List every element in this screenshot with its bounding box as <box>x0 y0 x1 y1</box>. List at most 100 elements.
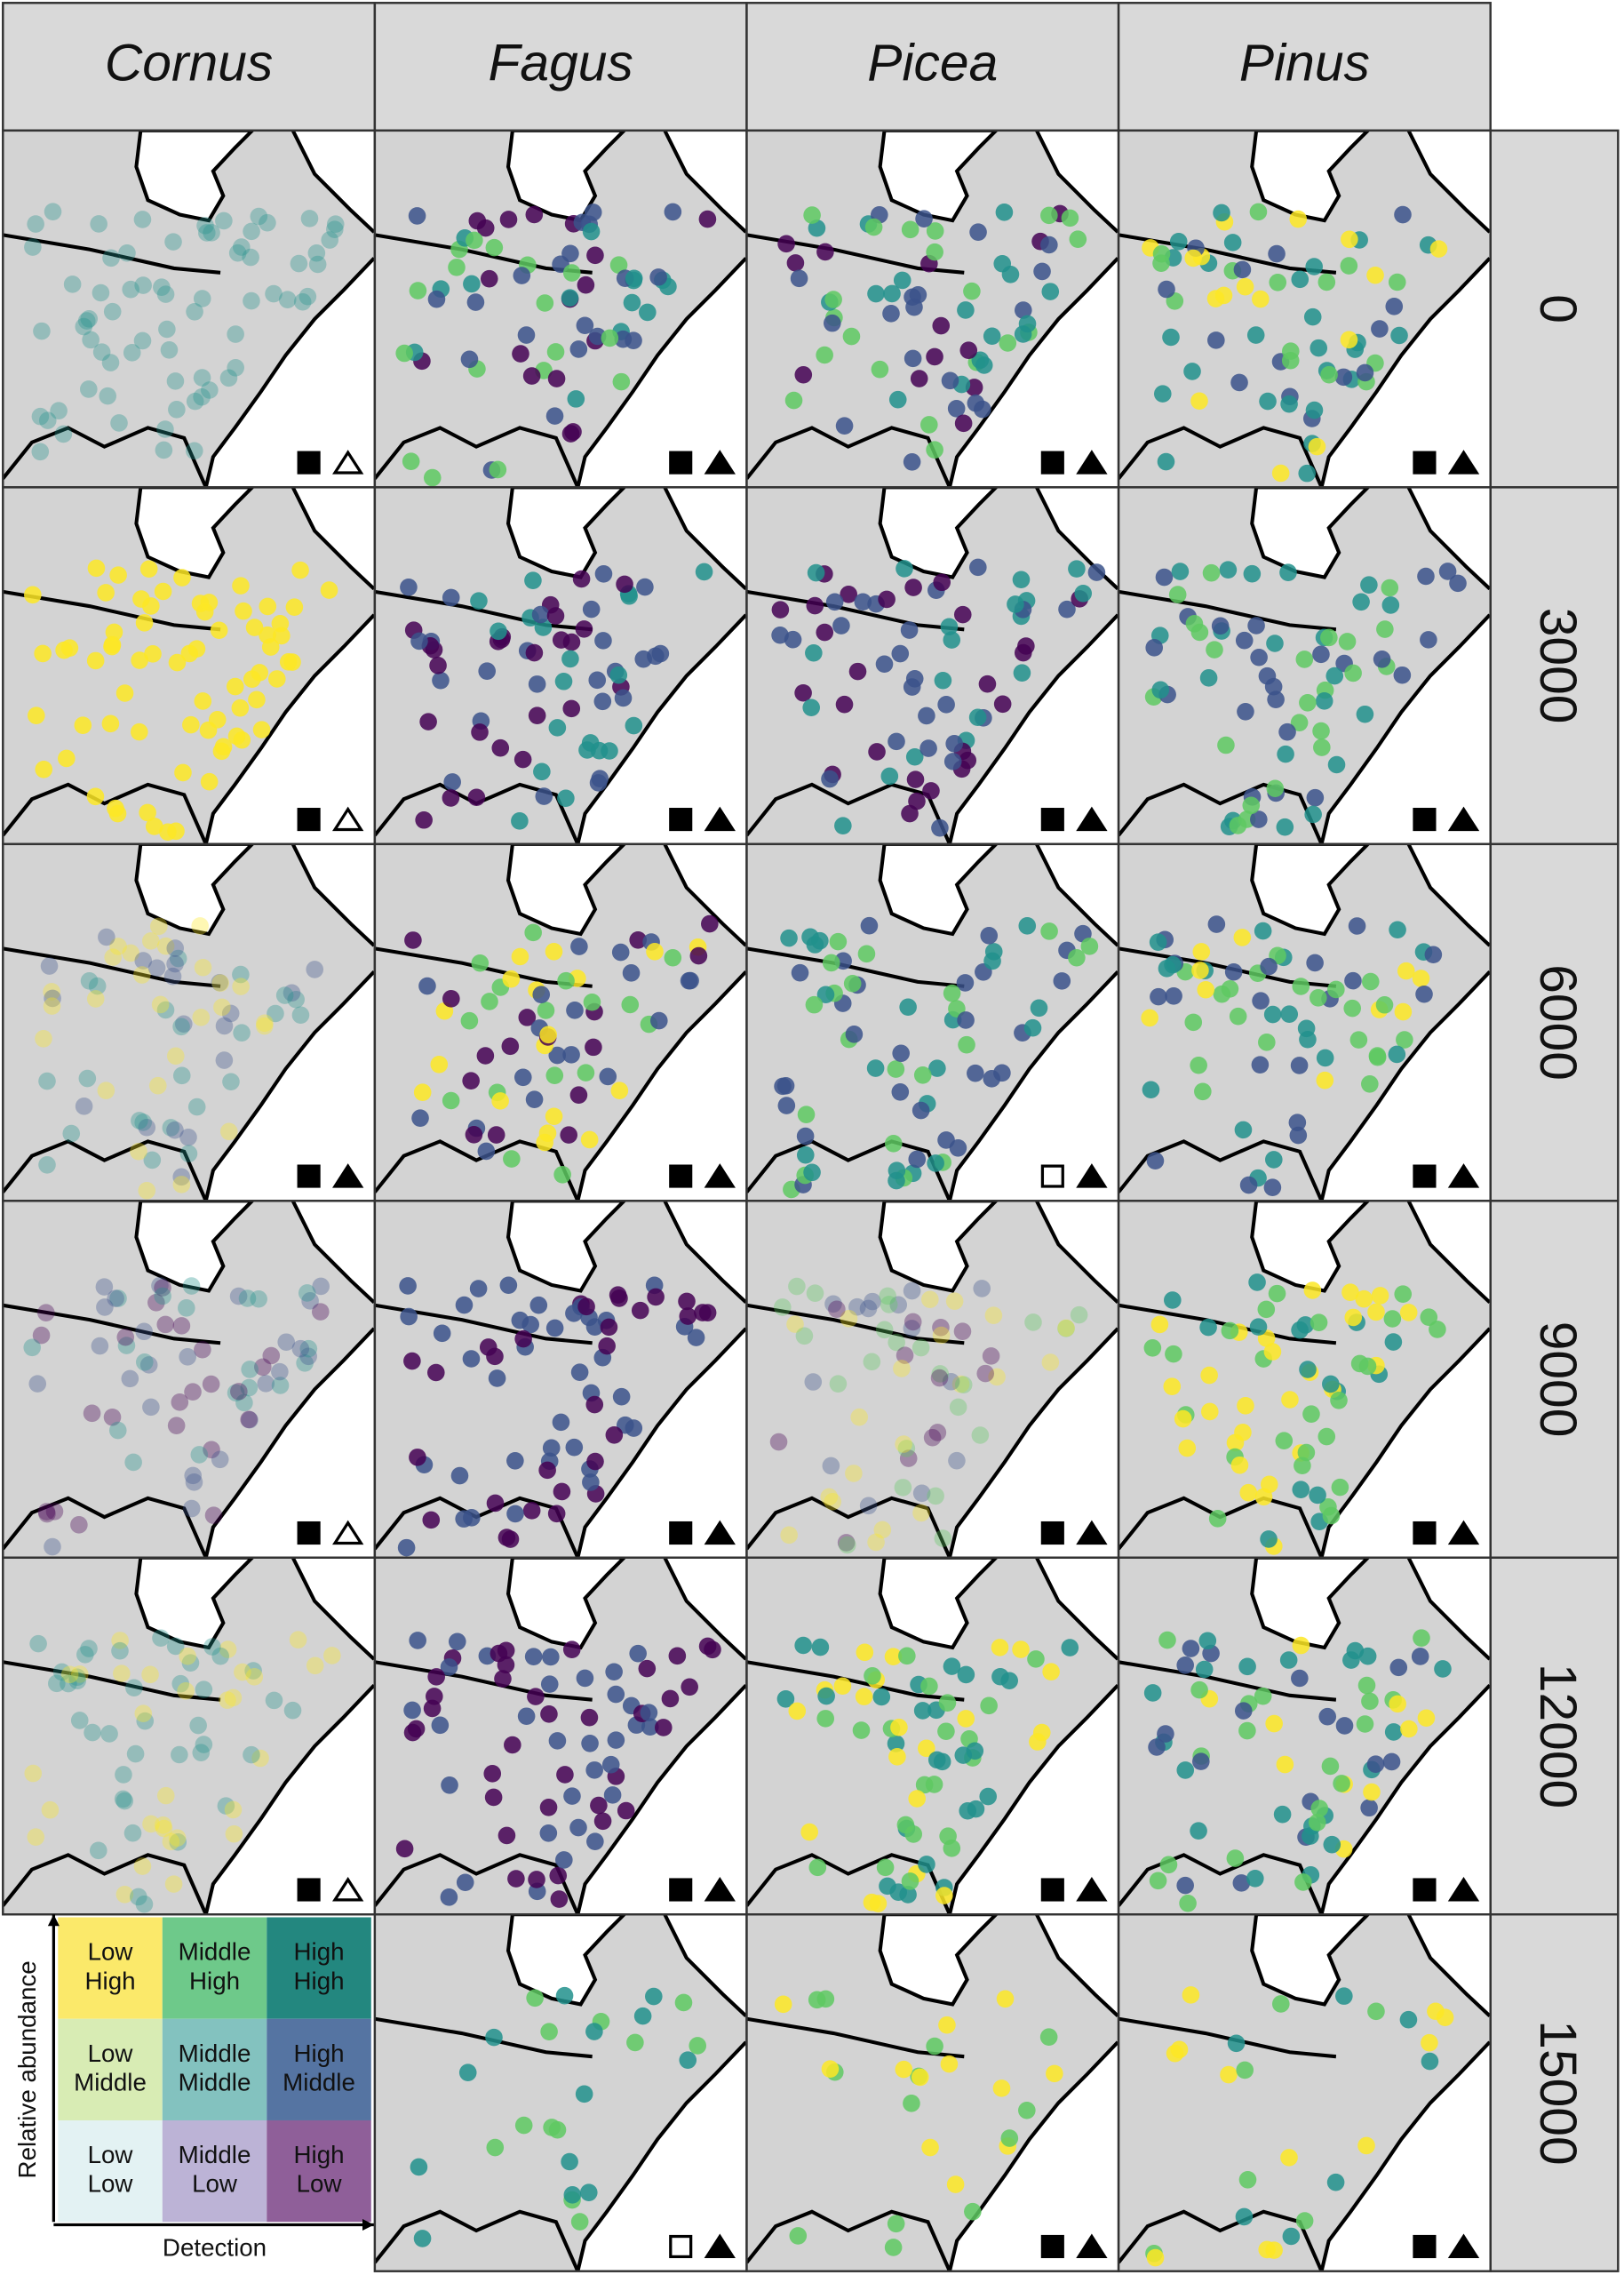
site-dot <box>610 1082 629 1100</box>
site-dot <box>27 1828 45 1846</box>
ocean <box>205 843 375 1201</box>
site-dot <box>422 1511 441 1529</box>
site-dot <box>75 1098 93 1115</box>
site-dot <box>410 632 428 651</box>
site-dot <box>1176 1761 1195 1779</box>
site-dot <box>1040 922 1058 940</box>
site-dot <box>872 1688 891 1706</box>
site-dot <box>821 770 839 788</box>
site-dot <box>572 570 591 588</box>
site-dot <box>1251 1056 1270 1074</box>
site-dot <box>467 788 486 807</box>
site-dot <box>134 1114 152 1131</box>
ocean <box>1321 843 1490 1201</box>
site-dot <box>1195 1660 1214 1679</box>
site-dot <box>949 1398 967 1417</box>
site-dot <box>208 711 227 729</box>
site-dot <box>115 1792 134 1810</box>
site-dot <box>90 215 107 233</box>
site-dot <box>780 1526 798 1545</box>
site-dot <box>538 1461 556 1480</box>
site-dot <box>191 595 210 612</box>
row-header: 3000 <box>1529 608 1587 724</box>
site-dot <box>1276 1755 1294 1774</box>
site-dot <box>97 584 115 602</box>
site-dot <box>230 1383 248 1401</box>
site-dot <box>1325 667 1344 685</box>
site-dot <box>1363 1783 1381 1801</box>
site-dot <box>563 1787 581 1805</box>
site-dot <box>934 671 952 690</box>
site-dot <box>427 290 446 308</box>
site-dot <box>557 971 575 990</box>
site-dot <box>506 1505 524 1523</box>
site-dot <box>1213 985 1231 1003</box>
site-dot <box>299 1339 318 1358</box>
site-dot <box>1199 1318 1217 1337</box>
site-dot <box>601 1755 620 1774</box>
site-dot <box>130 1142 147 1161</box>
site-dot <box>1322 1506 1341 1525</box>
site-dot <box>1331 1478 1349 1497</box>
site-dot <box>539 1824 558 1842</box>
site-dot <box>1068 560 1086 578</box>
abundance-icon <box>1447 2233 1480 2259</box>
site-dot <box>1295 2212 1314 2230</box>
site-dot <box>1424 946 1443 964</box>
map-panel: LowHighMiddleHighHighHighLowMiddleMiddle… <box>13 1914 375 2262</box>
site-dot <box>233 1024 251 1042</box>
x-arrowhead <box>362 2218 375 2231</box>
site-dot <box>1053 972 1071 990</box>
site-dot <box>1145 639 1163 657</box>
site-dot <box>168 401 186 419</box>
site-dot <box>1389 1658 1408 1677</box>
coast <box>203 130 375 488</box>
site-dot <box>593 692 612 711</box>
site-dot <box>1305 401 1324 419</box>
row-header: 15000 <box>1529 2020 1587 2165</box>
site-dot <box>455 1510 473 1528</box>
gulf-coast <box>3 1139 208 1201</box>
site-dot <box>155 441 173 459</box>
site-dot <box>1273 1805 1292 1824</box>
map-panel <box>745 486 1120 846</box>
site-dot <box>190 1446 209 1464</box>
detection-icon <box>297 1164 321 1188</box>
site-dot <box>882 305 900 323</box>
site-dot <box>211 974 229 992</box>
site-dot <box>828 1300 846 1319</box>
site-dot <box>151 995 170 1014</box>
site-dot <box>1429 1321 1446 1338</box>
site-dot <box>1368 1048 1387 1066</box>
site-dot <box>982 1347 1000 1365</box>
site-dot <box>542 1439 561 1457</box>
site-dot <box>555 1851 573 1869</box>
site-dot <box>1291 1669 1309 1688</box>
site-dot <box>408 207 426 225</box>
site-dot <box>1027 1650 1045 1668</box>
site-dot <box>869 1895 888 1912</box>
abundance-icon <box>332 1877 364 1902</box>
site-dot <box>561 289 579 307</box>
site-dot <box>695 563 713 581</box>
site-dot <box>156 285 175 303</box>
site-dot <box>811 1638 830 1656</box>
column-header: Picea <box>867 35 998 92</box>
site-dot <box>1290 714 1309 731</box>
site-dot <box>1246 1869 1264 1888</box>
site-dot <box>517 326 536 344</box>
coast <box>203 1201 375 1558</box>
site-dot <box>1417 1709 1436 1728</box>
site-dot <box>194 958 212 977</box>
detection-icon <box>297 1878 321 1902</box>
site-dot <box>1227 2034 1246 2053</box>
column-header: Fagus <box>489 35 633 92</box>
site-dot <box>400 579 418 596</box>
site-dot <box>918 1856 935 1873</box>
site-dot <box>1263 1005 1282 1024</box>
site-dot <box>142 1398 160 1417</box>
site-dot <box>540 2023 558 2040</box>
site-dot <box>901 804 919 823</box>
site-dot <box>147 959 166 978</box>
site-dot <box>1155 568 1174 587</box>
